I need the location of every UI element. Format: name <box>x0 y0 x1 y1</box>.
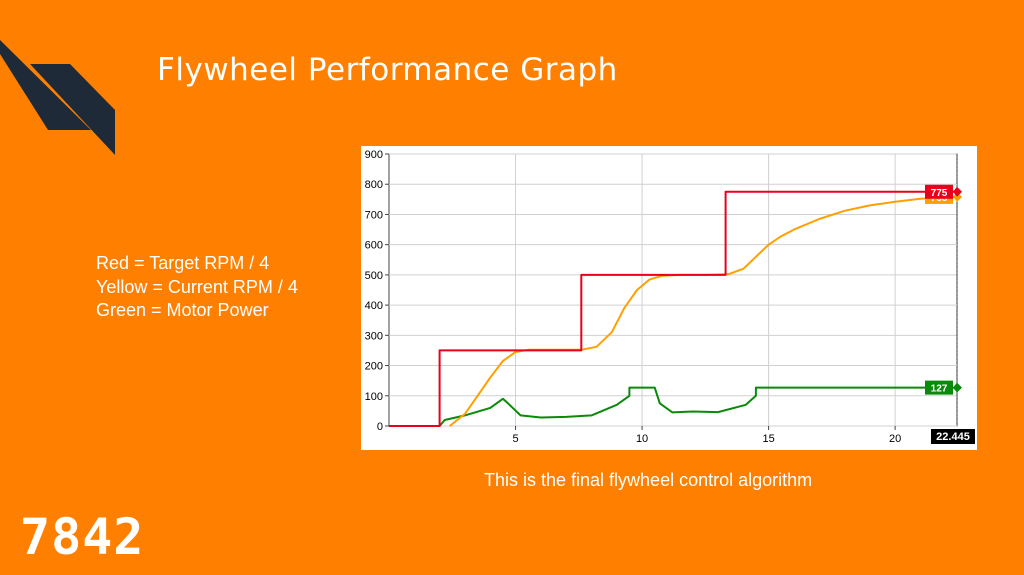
legend-text: Red = Target RPM / 4 Yellow = Current RP… <box>96 252 298 323</box>
y-tick-label: 100 <box>365 391 383 403</box>
y-tick-label: 600 <box>365 240 383 252</box>
end-label-box-0 <box>925 184 953 199</box>
legend-green: Green = Motor Power <box>96 300 269 320</box>
y-tick-label: 500 <box>365 270 383 282</box>
y-tick-label: 0 <box>377 421 383 433</box>
end-label-2: 127 <box>931 384 948 395</box>
team-logo: 7842 <box>20 508 145 566</box>
x-tick-label: 20 <box>889 433 901 445</box>
x-tick-label: 15 <box>762 433 774 445</box>
x-tick-label: 10 <box>636 433 648 445</box>
legend-yellow: Yellow = Current RPM / 4 <box>96 276 298 297</box>
x-tick-label: 5 <box>512 433 518 445</box>
end-label-box-2 <box>925 380 953 395</box>
series-line-2 <box>389 386 957 427</box>
end-marker-2 <box>953 382 962 393</box>
y-tick-label: 700 <box>365 209 383 221</box>
series-line-0 <box>389 190 957 427</box>
y-tick-label: 800 <box>365 179 383 191</box>
end-marker-0 <box>953 186 962 197</box>
chevron-decoration <box>0 40 115 155</box>
flywheel-chart: 0100200300400500600700800900510152075577… <box>365 149 975 445</box>
y-tick-label: 200 <box>365 361 383 373</box>
end-label-0: 775 <box>931 188 948 199</box>
chart-panel: 0100200300400500600700800900510152075577… <box>361 146 977 450</box>
slide-caption: This is the final flywheel control algor… <box>484 470 813 490</box>
cursor-readout-box <box>931 429 975 444</box>
y-tick-label: 300 <box>365 330 383 342</box>
plot-area <box>388 153 958 427</box>
y-tick-label: 900 <box>365 149 383 161</box>
legend-red: Red = Target RPM / 4 <box>96 253 270 273</box>
slide-title: Flywheel Performance Graph <box>157 52 618 88</box>
cursor-readout: 22.445 <box>936 431 970 443</box>
y-tick-label: 400 <box>365 300 383 312</box>
